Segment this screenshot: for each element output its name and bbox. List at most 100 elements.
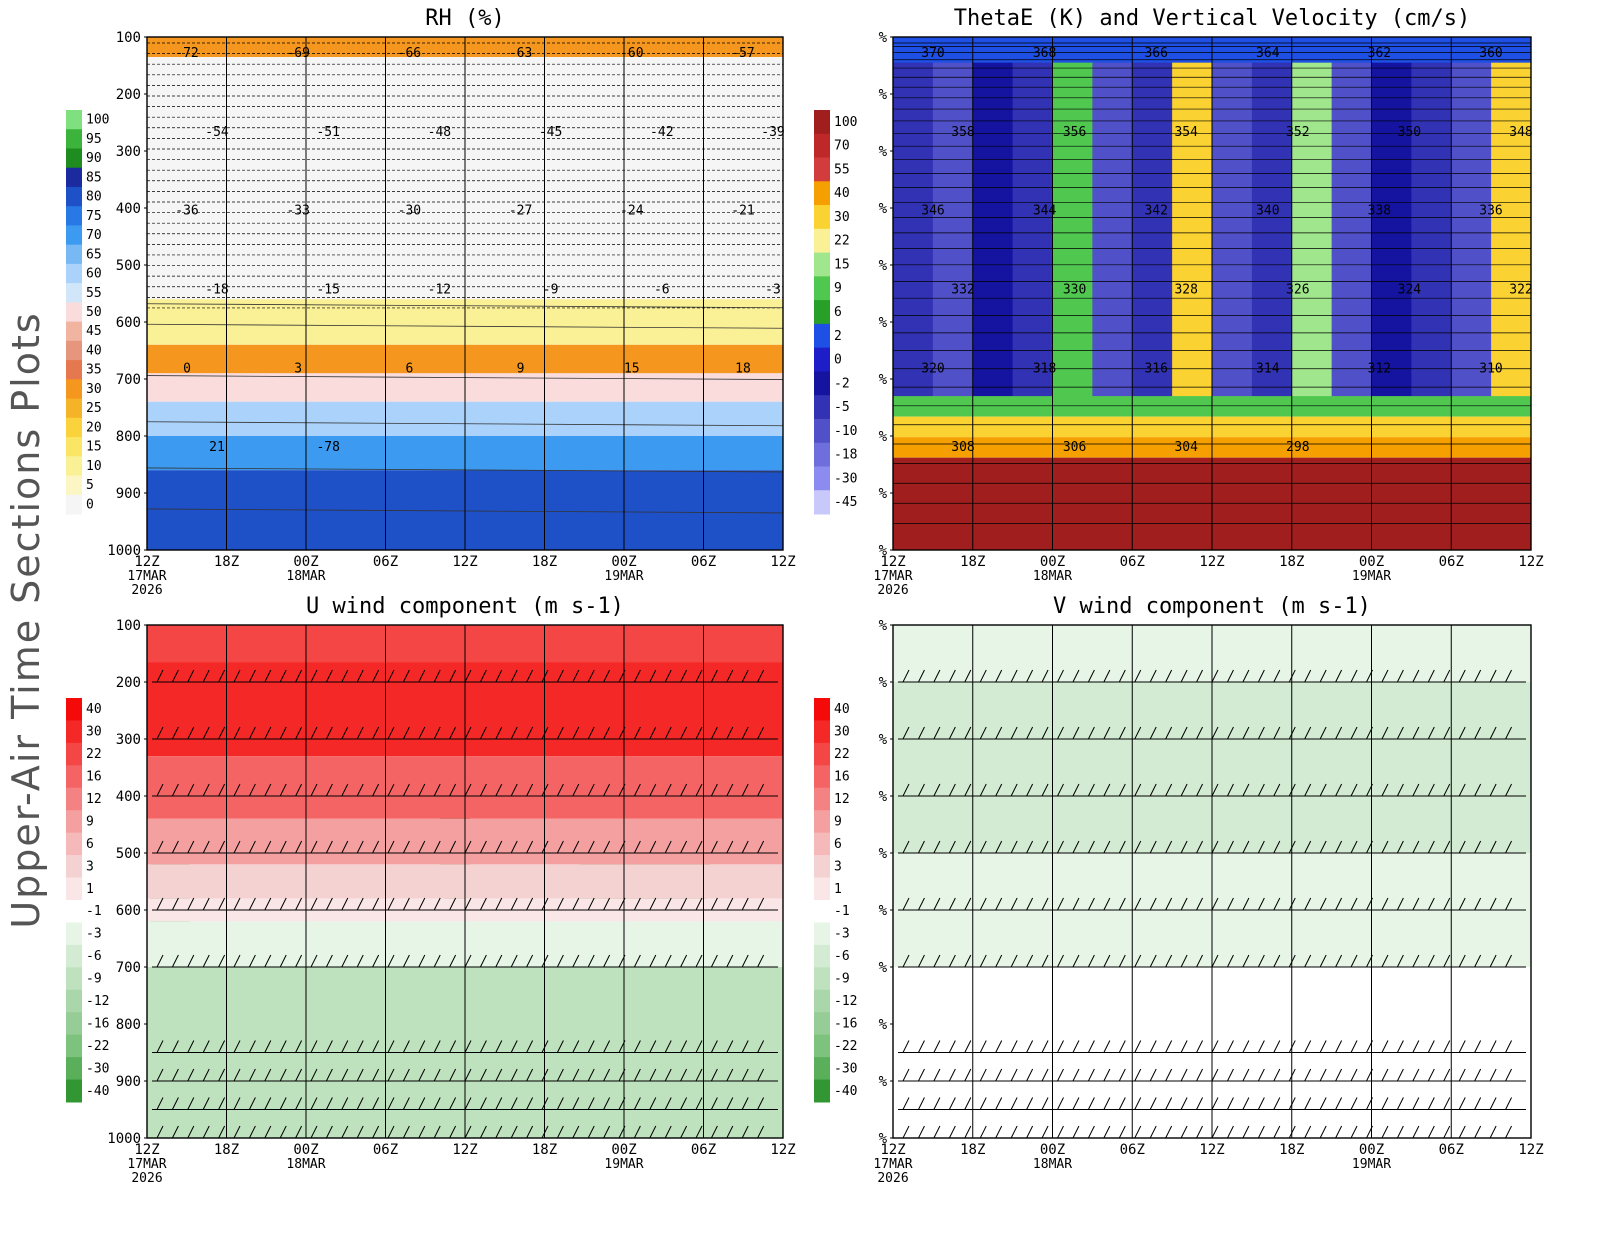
wind-barb [1505,954,1512,968]
y-tick-label: % [879,258,888,274]
wind-barb [979,669,987,683]
wind-barb [710,840,718,854]
wind-barb [741,954,749,968]
wind-barb [1010,1125,1018,1139]
wind-barb [1149,954,1157,968]
wind-barb [979,897,987,911]
x-date-label: 17MAR [873,569,912,584]
colorbar-swatch [814,967,830,991]
contour-label: -30 [398,204,421,219]
wind-barb [587,783,595,797]
wind-barb [1118,1125,1126,1139]
wind-barb [248,954,256,968]
wind-barb [325,897,333,911]
wind-barb [218,669,226,683]
wind-barb [1335,1125,1343,1139]
contour-label: 298 [1286,440,1309,455]
wind-barb [979,1068,987,1082]
wind-barb [757,726,765,740]
x-tick-label: 06Z [373,554,398,570]
wind-barb [156,669,164,683]
colorbar-label: 60 [86,267,102,282]
y-tick-label: % [879,429,888,445]
wind-barb [1180,954,1188,968]
wind-barb [341,1097,349,1110]
y-tick-label: % [879,30,888,46]
wind-barb [264,1068,272,1082]
contour-label: 350 [1398,125,1421,140]
wind-barb [1257,1097,1265,1110]
wind-barb [902,1125,910,1139]
wind-barb [726,1068,734,1082]
wind-barb [1242,840,1250,854]
colorbar-swatch [66,129,82,149]
wind-barb [1412,954,1420,968]
wind-barb [664,1097,672,1110]
colorbar-label: -22 [834,1039,857,1054]
colorbar-label: 90 [86,151,102,166]
wind-barb [1072,726,1080,740]
wind-barb [1304,954,1312,968]
wind-barb [902,1040,910,1053]
x-tick-label: 00Z [611,1142,636,1158]
wind-barb [649,669,657,683]
wind-barb [1396,1068,1404,1082]
wind-barb [948,669,956,683]
wind-barb [1505,1040,1512,1053]
wind-barb [495,1125,503,1139]
wind-barb [1427,726,1435,740]
x-tick-label: 00Z [1040,554,1065,570]
wind-barb [1211,1125,1219,1139]
wind-barb [710,897,718,911]
wind-barb [1489,1125,1497,1139]
wind-barb [1227,1125,1234,1139]
wind-barb [526,1040,534,1053]
wind-barb [464,954,472,968]
wind-barb [995,1040,1003,1053]
panel-frame [892,624,1532,1139]
wind-barb [156,897,164,911]
wind-barb [1057,1125,1064,1139]
wind-barb [902,840,910,854]
wind-barb [902,897,910,911]
wind-barb [295,669,303,683]
colorbar-swatch [814,989,830,1013]
wind-barb [726,897,734,911]
wind-barb [1072,1097,1080,1110]
wind-barb [1458,783,1466,797]
wind-barb [1381,1040,1389,1053]
y-tick-label: 600 [116,903,141,919]
colorbar-swatch [814,181,830,206]
wind-barb [1242,897,1250,911]
x-date-label: 19MAR [1352,1157,1391,1172]
y-tick-label: 300 [116,144,141,160]
contour-label: 368 [1033,46,1056,61]
colorbar-label: -30 [834,471,857,486]
wind-barb [995,840,1003,854]
wind-barb [202,783,210,797]
wind-barb [310,1068,318,1082]
wind-barb [995,726,1003,740]
wind-barb [372,897,380,911]
wind-barb [1396,783,1404,797]
wind-barb [710,1125,718,1139]
wind-barb [1505,726,1512,740]
wind-barb [933,1097,941,1110]
wind-barb [1211,726,1219,740]
wind-barb [1134,783,1142,797]
contour-label: 364 [1256,46,1280,61]
wind-barb [464,1040,472,1053]
contour-label: -12 [428,283,451,298]
wind-barb [233,783,241,797]
wind-barb [1335,954,1343,968]
contour-label: -15 [316,283,339,298]
wind-barb [526,783,534,797]
wind-barb [1350,1097,1358,1110]
contour-label: 6 [405,361,413,376]
wind-barb [526,1068,534,1082]
contour-label: 328 [1174,283,1197,298]
x-date-label: 18MAR [1033,569,1072,584]
wind-barb [171,897,179,911]
y-tick-label: 1000 [107,1131,141,1147]
wind-barb [1087,1097,1095,1110]
